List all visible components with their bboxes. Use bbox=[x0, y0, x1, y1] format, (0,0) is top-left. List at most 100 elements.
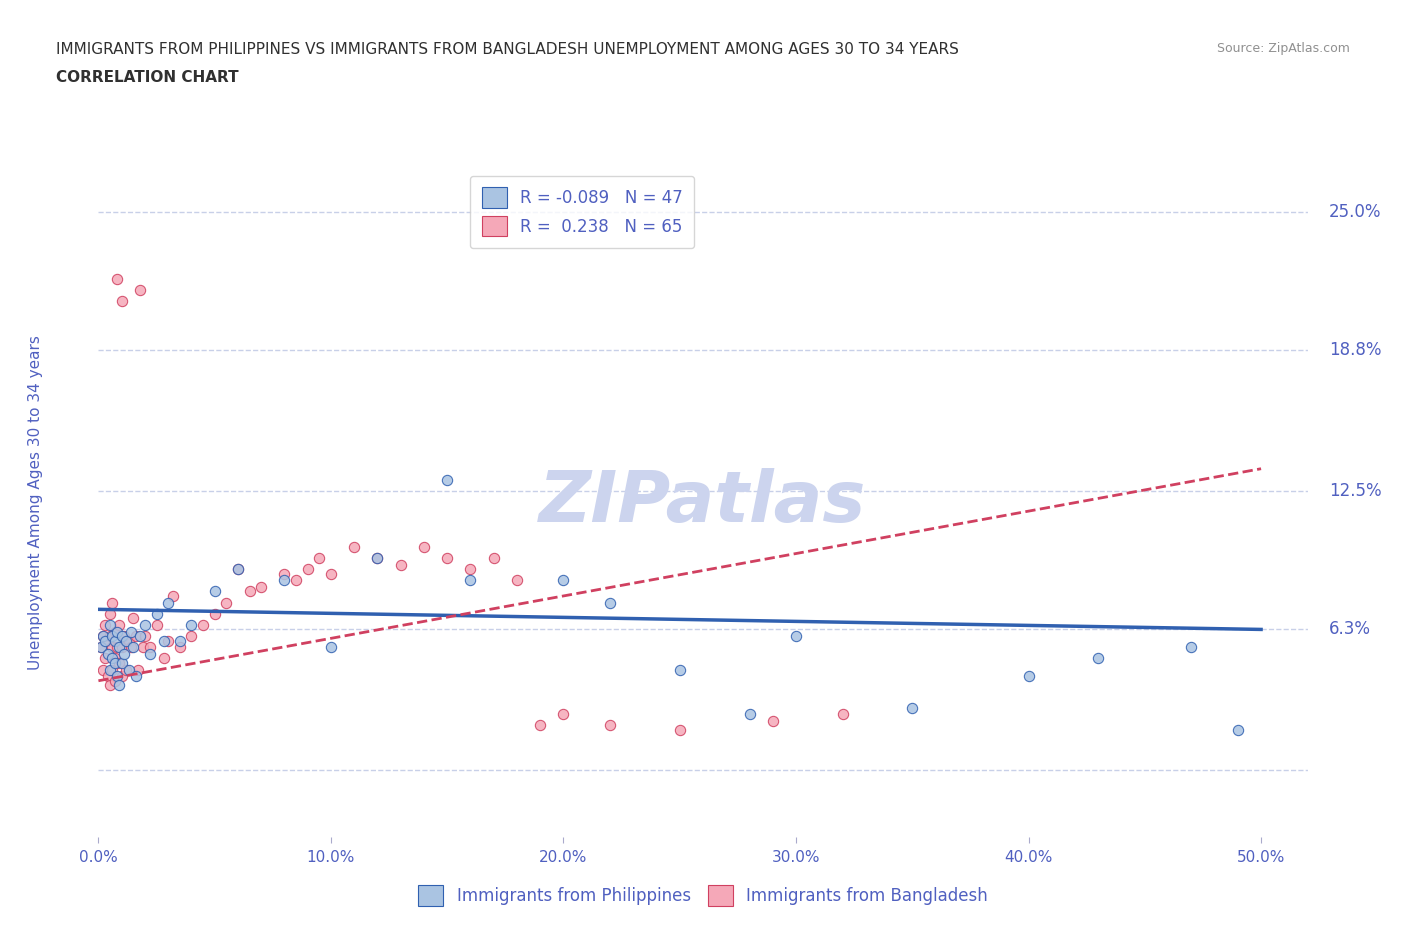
Point bbox=[94, 633, 117, 648]
Point bbox=[97, 633, 120, 648]
Point bbox=[118, 662, 141, 677]
Point bbox=[138, 640, 160, 655]
Point bbox=[101, 595, 124, 610]
Point bbox=[122, 640, 145, 655]
Point bbox=[111, 629, 134, 644]
Point bbox=[105, 640, 128, 655]
Point bbox=[157, 595, 180, 610]
Point bbox=[599, 718, 621, 733]
Point bbox=[785, 629, 807, 644]
Point bbox=[506, 573, 529, 588]
Point bbox=[191, 618, 214, 632]
Point bbox=[1226, 723, 1249, 737]
Point bbox=[169, 640, 191, 655]
Point bbox=[112, 629, 135, 644]
Point bbox=[115, 662, 138, 677]
Text: ZIPatlas: ZIPatlas bbox=[540, 468, 866, 537]
Point bbox=[180, 618, 202, 632]
Point bbox=[152, 651, 174, 666]
Point bbox=[308, 551, 330, 565]
Point bbox=[105, 669, 128, 684]
Point bbox=[762, 713, 785, 728]
Point bbox=[94, 651, 117, 666]
Point bbox=[460, 573, 482, 588]
Point bbox=[98, 606, 121, 621]
Point bbox=[101, 640, 124, 655]
Point bbox=[215, 595, 238, 610]
Point bbox=[134, 618, 156, 632]
Point bbox=[120, 624, 142, 639]
Point bbox=[529, 718, 551, 733]
Point bbox=[98, 678, 121, 693]
Point bbox=[104, 633, 127, 648]
Point bbox=[91, 629, 114, 644]
Point bbox=[285, 573, 308, 588]
Point bbox=[162, 589, 184, 604]
Point bbox=[273, 566, 295, 581]
Point bbox=[460, 562, 482, 577]
Point bbox=[668, 662, 690, 677]
Point bbox=[413, 539, 436, 554]
Text: CORRELATION CHART: CORRELATION CHART bbox=[56, 70, 239, 85]
Text: 6.3%: 6.3% bbox=[1329, 620, 1371, 638]
Point bbox=[98, 662, 121, 677]
Point bbox=[738, 707, 761, 722]
Point bbox=[105, 624, 128, 639]
Text: 18.8%: 18.8% bbox=[1329, 341, 1381, 359]
Point bbox=[273, 573, 295, 588]
Point bbox=[319, 566, 342, 581]
Point bbox=[1087, 651, 1109, 666]
Point bbox=[105, 272, 128, 286]
Point bbox=[226, 562, 249, 577]
Point bbox=[97, 646, 120, 661]
Point bbox=[90, 640, 112, 655]
Point bbox=[901, 700, 924, 715]
Point bbox=[91, 629, 114, 644]
Point bbox=[553, 707, 575, 722]
Point bbox=[1018, 669, 1040, 684]
Point bbox=[134, 629, 156, 644]
Point bbox=[108, 640, 131, 655]
Point bbox=[180, 629, 202, 644]
Point bbox=[104, 656, 127, 671]
Point bbox=[101, 629, 124, 644]
Point bbox=[129, 629, 152, 644]
Point bbox=[129, 283, 152, 298]
Point bbox=[122, 611, 145, 626]
Point bbox=[115, 633, 138, 648]
Point bbox=[111, 656, 134, 671]
Point bbox=[226, 562, 249, 577]
Point bbox=[98, 618, 121, 632]
Point bbox=[98, 629, 121, 644]
Text: Source: ZipAtlas.com: Source: ZipAtlas.com bbox=[1216, 42, 1350, 55]
Point bbox=[108, 678, 131, 693]
Point bbox=[108, 618, 131, 632]
Text: 12.5%: 12.5% bbox=[1329, 482, 1381, 500]
Point bbox=[436, 551, 458, 565]
Point bbox=[101, 651, 124, 666]
Text: IMMIGRANTS FROM PHILIPPINES VS IMMIGRANTS FROM BANGLADESH UNEMPLOYMENT AMONG AGE: IMMIGRANTS FROM PHILIPPINES VS IMMIGRANT… bbox=[56, 42, 959, 57]
Point bbox=[145, 618, 167, 632]
Point bbox=[111, 669, 134, 684]
Point bbox=[94, 618, 117, 632]
Point bbox=[131, 640, 153, 655]
Point bbox=[145, 606, 167, 621]
Point bbox=[169, 633, 191, 648]
Legend: Immigrants from Philippines, Immigrants from Bangladesh: Immigrants from Philippines, Immigrants … bbox=[408, 875, 998, 916]
Point bbox=[108, 656, 131, 671]
Point bbox=[111, 640, 134, 655]
Text: Unemployment Among Ages 30 to 34 years: Unemployment Among Ages 30 to 34 years bbox=[28, 335, 42, 670]
Point bbox=[297, 562, 319, 577]
Point bbox=[599, 595, 621, 610]
Point bbox=[204, 606, 226, 621]
Point bbox=[366, 551, 388, 565]
Point bbox=[152, 633, 174, 648]
Point bbox=[389, 557, 412, 572]
Point bbox=[111, 294, 134, 309]
Point bbox=[436, 472, 458, 487]
Point bbox=[1180, 640, 1202, 655]
Point bbox=[204, 584, 226, 599]
Point bbox=[91, 662, 114, 677]
Point bbox=[157, 633, 180, 648]
Point bbox=[104, 651, 127, 666]
